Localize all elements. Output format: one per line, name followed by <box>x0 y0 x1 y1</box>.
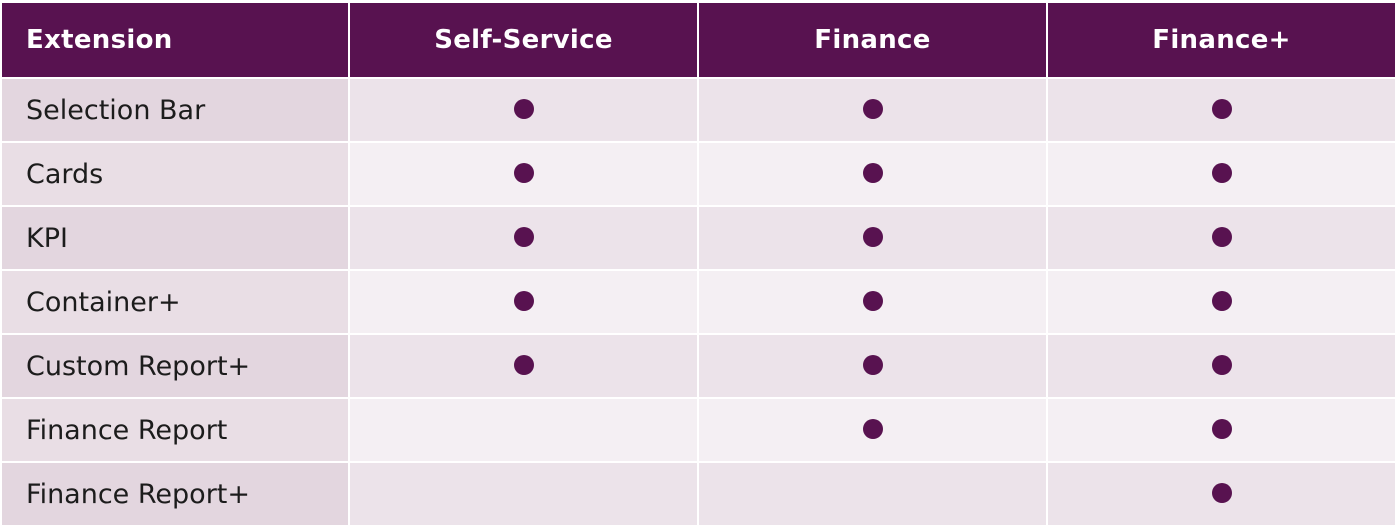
cell-self-service <box>350 463 697 525</box>
filled-circle-icon <box>513 99 534 119</box>
table-header-row: Extension Self-Service Finance Finance+ <box>2 3 1395 77</box>
filled-circle-icon <box>862 99 883 119</box>
cell-self-service <box>350 335 697 397</box>
table-row: Container+ <box>2 271 1395 333</box>
row-label-cards: Cards <box>2 143 348 205</box>
header-plan-self-service: Self-Service <box>350 3 697 77</box>
cell-finance-plus <box>1048 463 1395 525</box>
cell-finance-plus <box>1048 143 1395 205</box>
table-row: Selection Bar <box>2 79 1395 141</box>
table-row: Finance Report <box>2 399 1395 461</box>
filled-circle-icon <box>1211 419 1232 439</box>
filled-circle-icon <box>1211 227 1232 247</box>
cell-finance <box>699 271 1046 333</box>
cell-finance <box>699 143 1046 205</box>
filled-circle-icon <box>1211 355 1232 375</box>
row-label-custom-report-plus: Custom Report+ <box>2 335 348 397</box>
filled-circle-icon <box>862 291 883 311</box>
cell-finance-plus <box>1048 79 1395 141</box>
cell-finance <box>699 399 1046 461</box>
table-row: Cards <box>2 143 1395 205</box>
cell-self-service <box>350 399 697 461</box>
cell-self-service <box>350 79 697 141</box>
header-extension: Extension <box>2 3 348 77</box>
filled-circle-icon <box>513 291 534 311</box>
cell-finance-plus <box>1048 335 1395 397</box>
cell-self-service <box>350 207 697 269</box>
table-row: Finance Report+ <box>2 463 1395 525</box>
table-row: Custom Report+ <box>2 335 1395 397</box>
cell-finance <box>699 335 1046 397</box>
row-label-kpi: KPI <box>2 207 348 269</box>
filled-circle-icon <box>862 355 883 375</box>
filled-circle-icon <box>513 163 534 183</box>
filled-circle-icon <box>1211 483 1232 503</box>
cell-finance-plus <box>1048 207 1395 269</box>
table-row: KPI <box>2 207 1395 269</box>
row-label-finance-report: Finance Report <box>2 399 348 461</box>
filled-circle-icon <box>1211 99 1232 119</box>
table-body: Selection Bar Cards KPI Container+ Custom Re… <box>2 79 1395 525</box>
row-label-container-plus: Container+ <box>2 271 348 333</box>
cell-finance <box>699 463 1046 525</box>
filled-circle-icon <box>513 355 534 375</box>
row-label-selection-bar: Selection Bar <box>2 79 348 141</box>
filled-circle-icon <box>1211 291 1232 311</box>
cell-self-service <box>350 143 697 205</box>
cell-self-service <box>350 271 697 333</box>
cell-finance <box>699 79 1046 141</box>
filled-circle-icon <box>862 227 883 247</box>
cell-finance-plus <box>1048 271 1395 333</box>
filled-circle-icon <box>1211 163 1232 183</box>
filled-circle-icon <box>513 227 534 247</box>
filled-circle-icon <box>862 163 883 183</box>
cell-finance-plus <box>1048 399 1395 461</box>
cell-finance <box>699 207 1046 269</box>
header-plan-finance-plus: Finance+ <box>1048 3 1395 77</box>
filled-circle-icon <box>862 419 883 439</box>
row-label-finance-report-plus: Finance Report+ <box>2 463 348 525</box>
header-plan-finance: Finance <box>699 3 1046 77</box>
